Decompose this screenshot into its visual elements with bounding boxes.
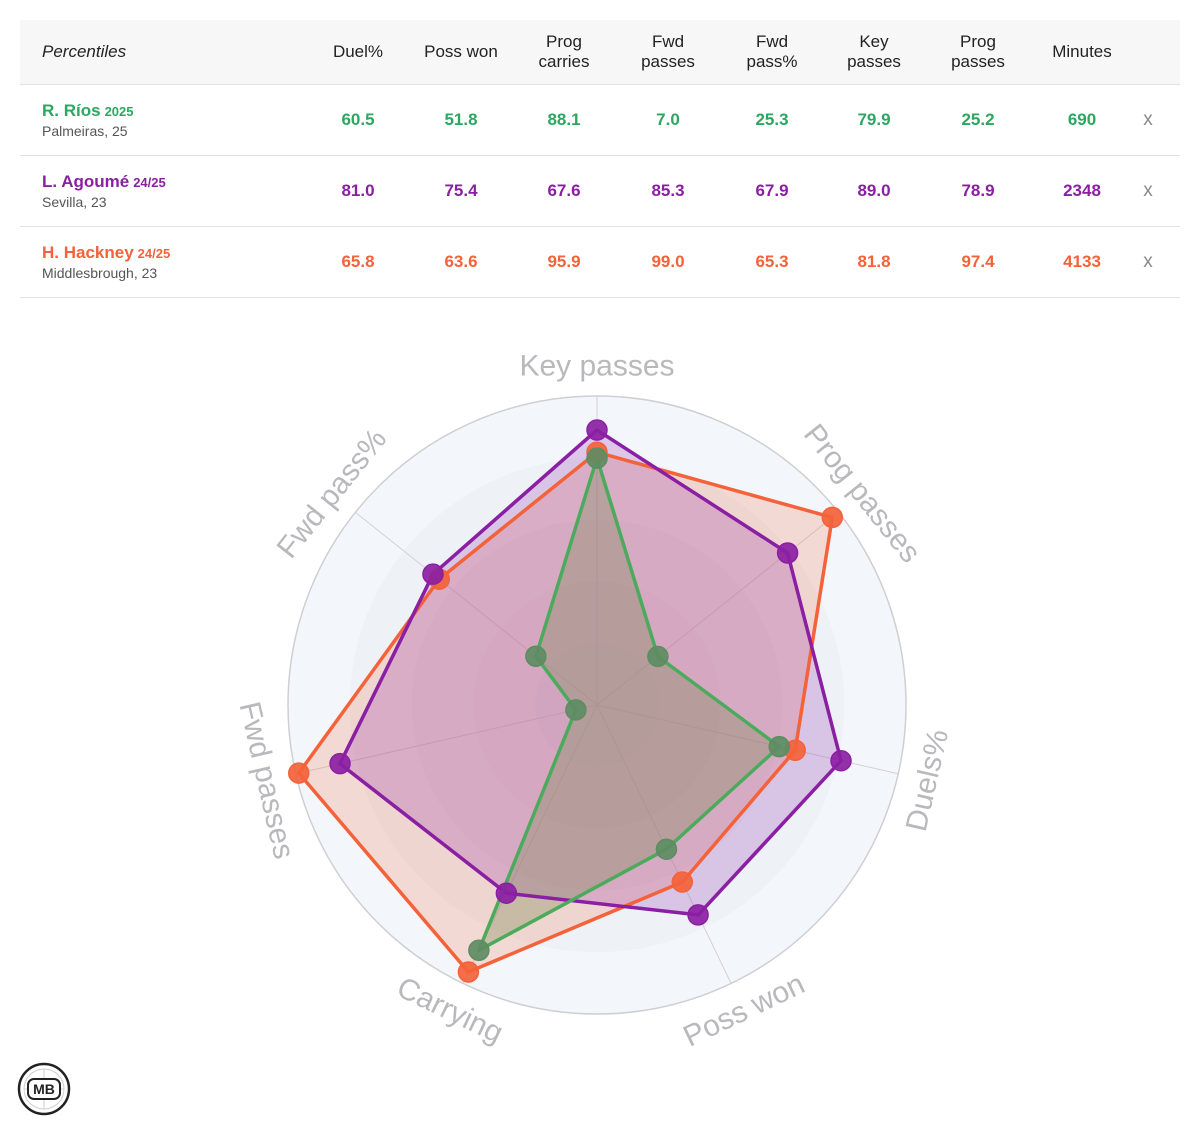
radar-line <box>477 456 782 953</box>
table-cell: 25.3 <box>755 110 789 129</box>
table-cell: 2348 <box>1063 181 1101 200</box>
radar-axis-label: Key passes <box>519 350 674 383</box>
radar-point <box>687 904 709 926</box>
table-cell: 67.9 <box>755 181 789 200</box>
remove-player-button[interactable]: x <box>1143 251 1153 272</box>
table-cell: 60.5 <box>341 110 375 129</box>
percentiles-table: Percentiles Duel% Poss won Prog carries … <box>20 20 1180 298</box>
mb-logo: MB <box>16 1061 72 1122</box>
radar-area <box>340 430 841 915</box>
table-header: Percentiles Duel% Poss won Prog carries … <box>20 20 1180 85</box>
radar-point <box>468 939 490 962</box>
radar-points <box>288 419 852 983</box>
column-header[interactable]: Fwd pass% <box>746 32 798 71</box>
player-club: Sevilla, 23 <box>42 194 107 210</box>
radar-point <box>525 645 547 668</box>
table-cell: 79.9 <box>857 110 891 129</box>
table-cell: 7.0 <box>656 110 680 129</box>
player-name[interactable]: R. Ríos 2025 <box>42 101 134 120</box>
radar-point <box>565 699 587 721</box>
radar-point <box>495 882 518 904</box>
radar-point <box>586 447 608 469</box>
player-name[interactable]: H. Hackney 24/25 <box>42 243 171 262</box>
table-cell: 81.0 <box>341 181 375 200</box>
column-header[interactable]: Prog passes <box>951 32 1005 71</box>
column-header[interactable]: Key passes <box>847 32 901 71</box>
table-cell: 81.8 <box>857 252 891 271</box>
table-cell: 85.3 <box>651 181 685 200</box>
radar-spoke <box>355 511 598 706</box>
player-club: Palmeiras, 25 <box>42 123 128 139</box>
table-cell: 88.1 <box>547 110 581 129</box>
table-cell: 25.2 <box>961 110 995 129</box>
radar-point <box>586 419 608 441</box>
table-cell: 97.4 <box>961 252 995 271</box>
player-name[interactable]: L. Agoumé 24/25 <box>42 172 166 191</box>
table-cell: 4133 <box>1063 252 1101 271</box>
radar-point <box>768 735 791 758</box>
column-header[interactable]: Fwd passes <box>641 32 695 71</box>
radar-point <box>647 645 669 668</box>
radar-point <box>422 563 444 585</box>
radar-axis-label: Duels% <box>900 726 955 834</box>
radar-point <box>671 871 694 893</box>
radar-point <box>655 838 678 860</box>
remove-player-button[interactable]: x <box>1143 109 1153 130</box>
table-cell: 690 <box>1067 110 1097 129</box>
table-cell: 65.3 <box>755 252 789 271</box>
radar-area <box>478 458 780 951</box>
radar-line <box>338 428 843 917</box>
column-header[interactable]: Poss won <box>424 42 498 61</box>
logo-text: MB <box>33 1081 55 1097</box>
column-header[interactable]: Minutes <box>1052 42 1112 61</box>
table-row: L. Agoumé 24/25 Sevilla, 23 81.0 75.4 67.… <box>20 156 1180 227</box>
table-cell: 89.0 <box>857 181 891 200</box>
table-cell: 65.8 <box>341 252 375 271</box>
radar-spoke <box>596 511 839 706</box>
radar-point <box>830 749 852 772</box>
header-percentiles: Percentiles <box>42 42 127 61</box>
table-cell: 75.4 <box>444 181 478 200</box>
radar-point <box>329 752 351 775</box>
radar-point <box>288 762 310 784</box>
column-header[interactable]: Duel% <box>332 42 384 61</box>
table-cell: 63.6 <box>444 252 478 271</box>
column-header[interactable]: Prog carries <box>538 32 590 71</box>
player-club: Middlesbrough, 23 <box>42 265 158 281</box>
table-cell: 78.9 <box>961 181 995 200</box>
radar-point <box>776 542 799 564</box>
radar-point <box>821 506 844 529</box>
radar-point <box>457 961 480 983</box>
table-row: H. Hackney 24/25 Middlesbrough, 23 65.8 6… <box>20 227 1180 298</box>
table-cell: 95.9 <box>547 252 581 271</box>
table-cell: 99.0 <box>651 252 685 271</box>
table-cell: 67.6 <box>547 181 581 200</box>
table-cell: 51.8 <box>444 110 478 129</box>
remove-player-button[interactable]: x <box>1143 180 1153 201</box>
table-row: R. Ríos 2025 Palmeiras, 25 60.5 51.8 88.1… <box>20 85 1180 156</box>
